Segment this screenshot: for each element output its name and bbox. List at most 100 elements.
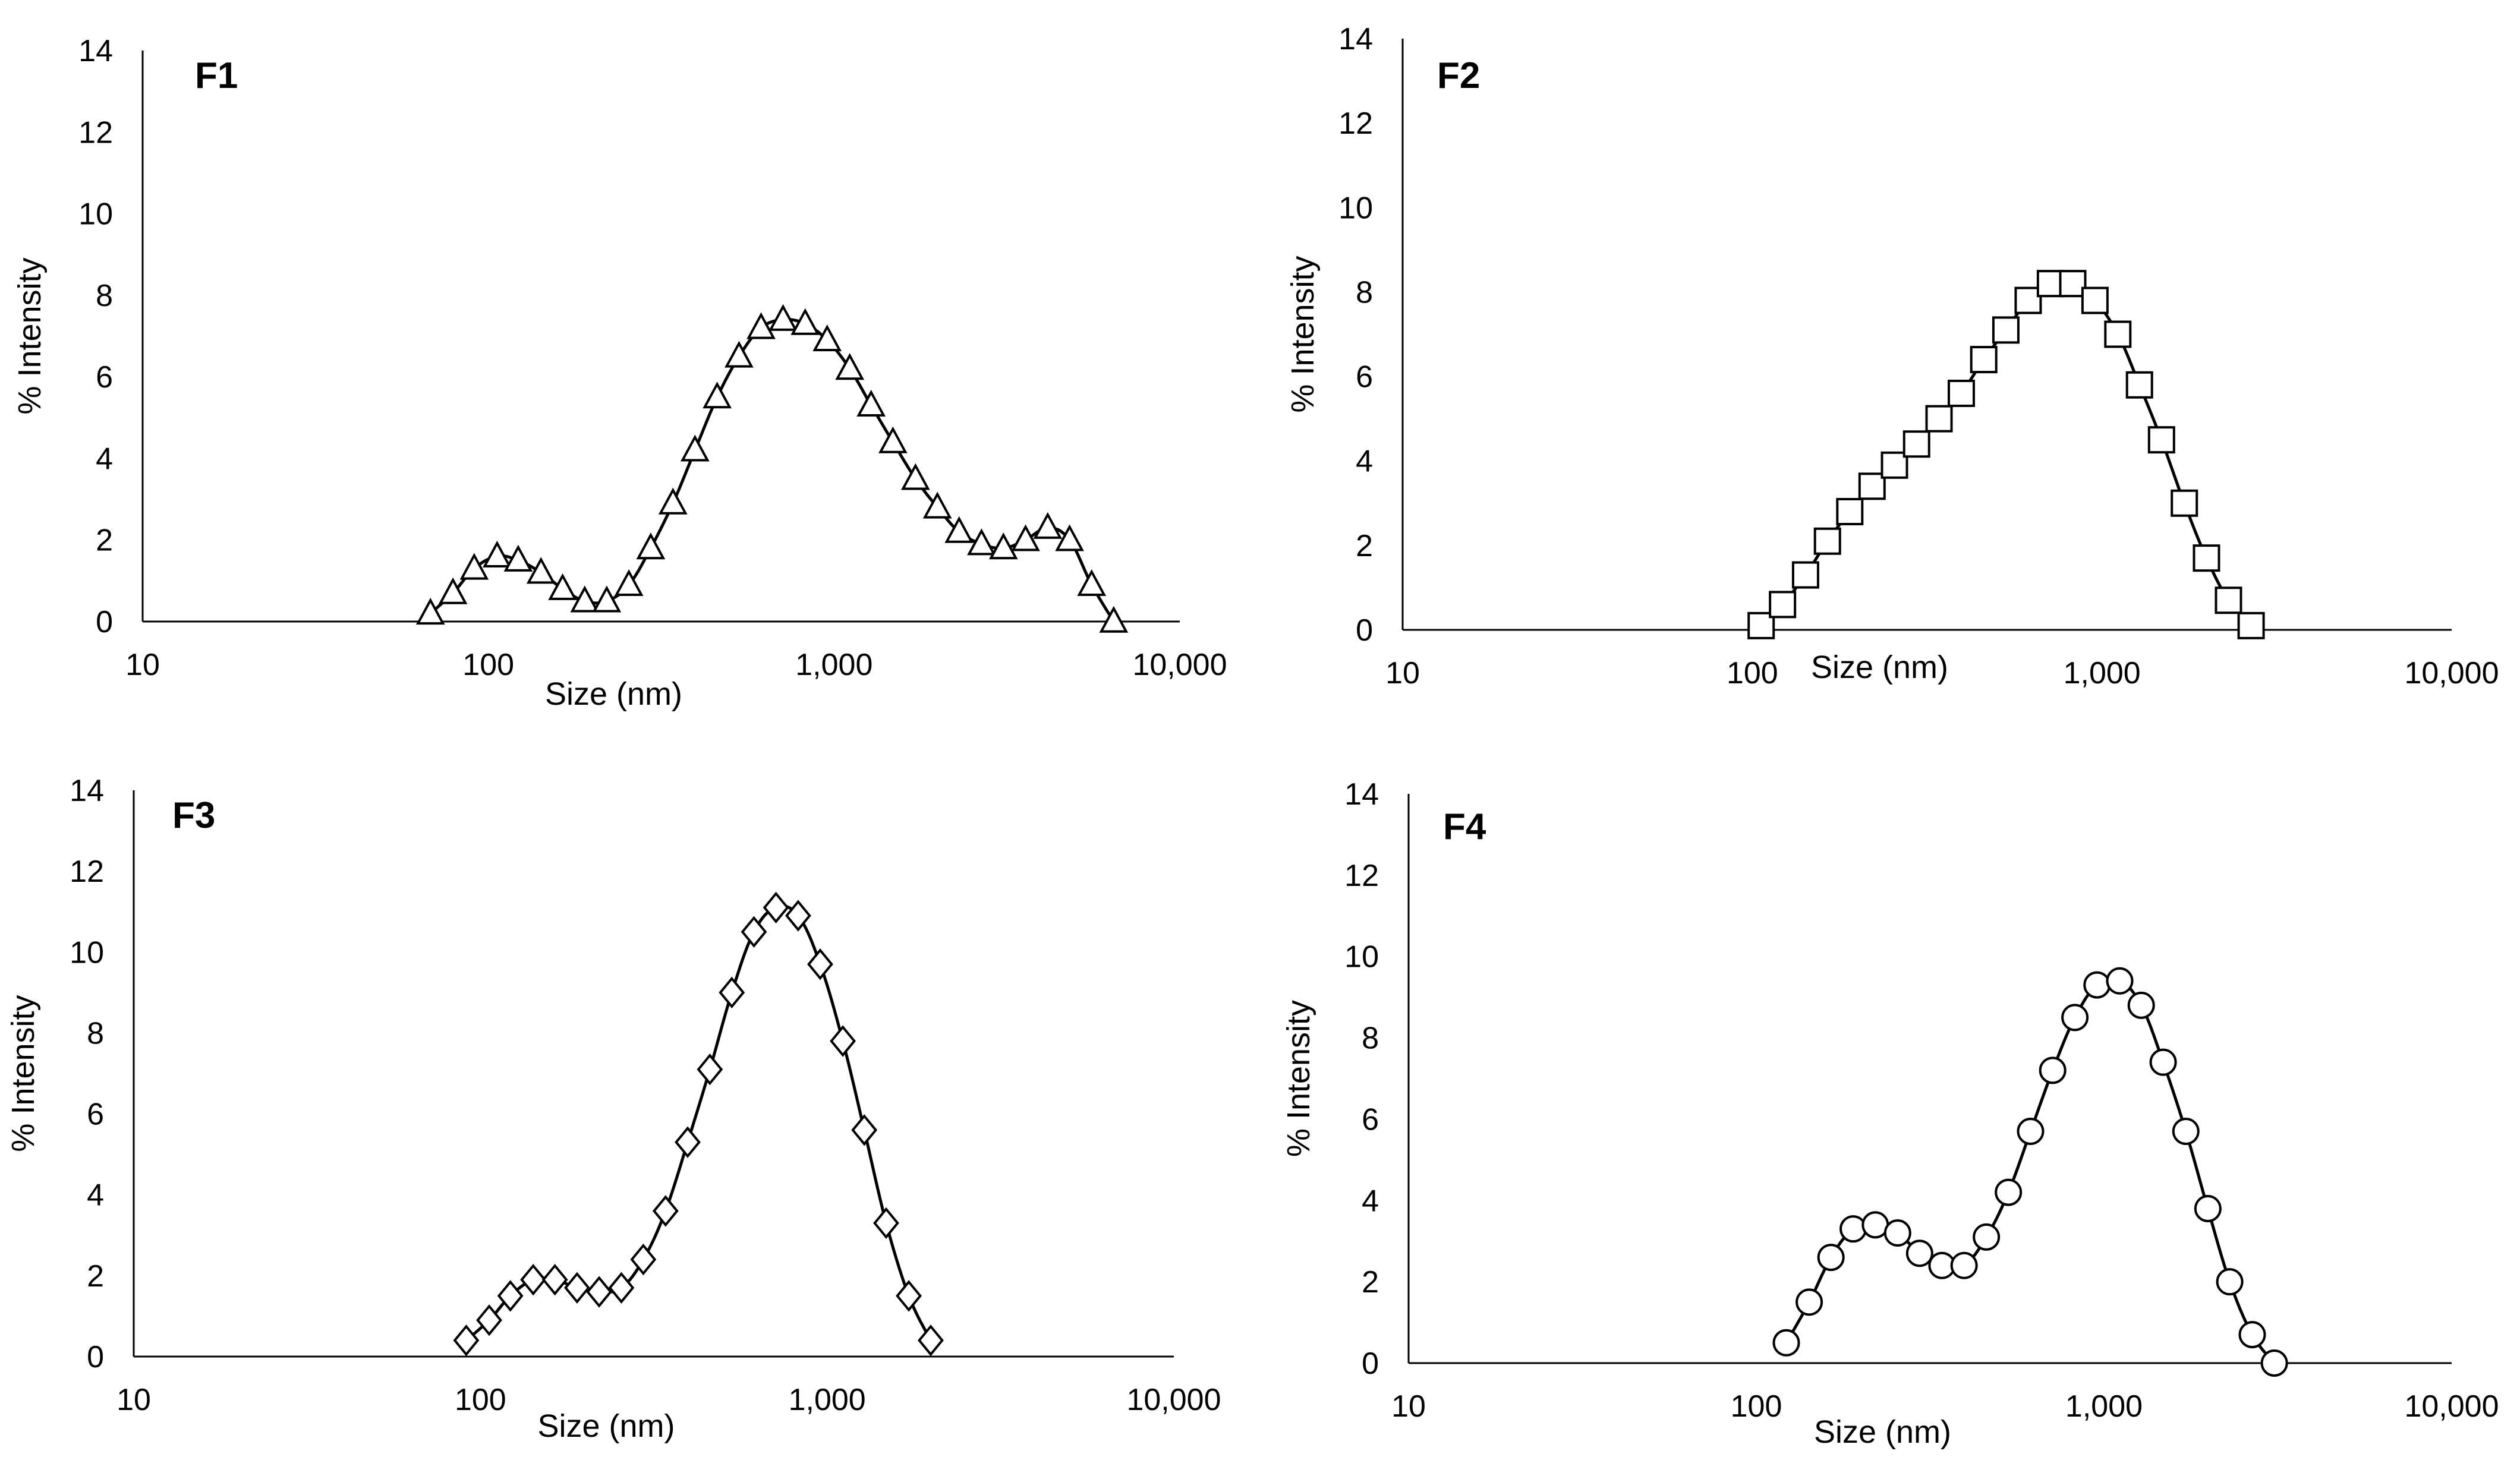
data-point-square: [2171, 489, 2198, 517]
data-point-circle: [2149, 1048, 2177, 1076]
data-point-triangle: [438, 577, 468, 604]
data-point-circle: [1973, 1223, 2001, 1251]
data-point-triangle: [483, 540, 512, 567]
data-point-diamond: [453, 1324, 480, 1357]
data-point-square: [2215, 586, 2242, 614]
y-tick-label: 6: [96, 360, 113, 395]
data-point-triangle: [900, 463, 930, 490]
data-point-circle: [2127, 991, 2155, 1019]
data-point-square: [2036, 270, 2064, 298]
y-tick-label: 14: [1344, 777, 1379, 812]
data-point-circle: [2260, 1349, 2288, 1377]
y-axis-title: % Intensity: [1281, 1000, 1316, 1157]
data-point-triangle: [878, 426, 908, 453]
data-point-circle: [2194, 1194, 2222, 1222]
panel-label: F3: [172, 795, 215, 836]
data-point-square: [1992, 316, 2020, 344]
data-point-circle: [2216, 1268, 2244, 1296]
data-point-square: [1858, 472, 1886, 500]
y-tick-label: 2: [1362, 1265, 1379, 1300]
data-point-diamond: [896, 1280, 922, 1312]
data-point-square: [2237, 611, 2265, 639]
y-tick-label: 4: [87, 1178, 104, 1213]
data-point-triangle: [812, 324, 842, 352]
data-point-circle: [2106, 967, 2134, 995]
y-tick-label: 0: [87, 1340, 104, 1374]
data-point-triangle: [1077, 569, 1107, 597]
x-tick-label: 1,000: [2064, 656, 2141, 690]
data-point-triangle: [636, 532, 666, 560]
chart-panel-f4: 0 2 4 6 8 10 12 14 10 100 1,000 10,000 Size (nm) % In…: [1281, 777, 2499, 1450]
data-point-square: [1902, 430, 1930, 458]
data-point-diamond: [497, 1280, 524, 1312]
data-point-diamond: [476, 1304, 503, 1336]
y-tick-label: 4: [96, 441, 113, 476]
y-tick-label: 8: [87, 1016, 104, 1051]
x-tick-label: 10: [1385, 656, 1420, 690]
data-point-triangle: [856, 389, 886, 417]
data-point-circle: [2172, 1117, 2200, 1145]
x-axis-title: Size (nm): [1814, 1414, 1951, 1450]
y-tick-label: 0: [1356, 613, 1373, 648]
data-point-diamond: [741, 916, 767, 948]
data-point-triangle: [526, 557, 556, 584]
y-tick-label: 2: [1356, 529, 1373, 563]
y-tick-label: 0: [1362, 1346, 1379, 1381]
x-tick-label: 1,000: [789, 1383, 866, 1417]
data-point-square: [1791, 561, 1819, 589]
data-point-square: [2059, 270, 2087, 298]
data-point-square: [2125, 371, 2153, 399]
y-tick-label: 6: [1356, 360, 1373, 395]
x-tick-label: 100: [1727, 656, 1778, 690]
data-point-square: [1925, 405, 1953, 433]
data-point-diamond: [719, 976, 745, 1009]
data-point-circle: [1796, 1288, 1823, 1316]
chart-panel-f1: 0 2 4 6 8 10 12 14 10 100 1,000 10,000 Size (nm) % In…: [12, 34, 1227, 712]
data-point-triangle: [658, 487, 688, 515]
data-point-diamond: [630, 1243, 657, 1276]
data-point-circle: [1839, 1215, 1867, 1243]
data-point-circle: [1905, 1240, 1933, 1267]
data-point-diamond: [851, 1114, 878, 1146]
data-point-square: [1970, 346, 1998, 374]
data-point-diamond: [564, 1272, 590, 1304]
y-tick-label: 8: [1362, 1021, 1379, 1056]
data-point-triangle: [614, 569, 644, 597]
data-point-triangle: [967, 528, 996, 556]
chart-panel-f3: 0 2 4 6 8 10 12 14 10 100 1,000 10,000 Size (nm) % In…: [5, 774, 1221, 1444]
x-axis-title: Size (nm): [545, 676, 682, 712]
panel-label: F2: [1437, 55, 1480, 96]
y-tick-label: 0: [96, 605, 113, 639]
panel-label: F1: [195, 55, 238, 96]
y-tick-label: 14: [78, 34, 113, 68]
data-point-square: [2081, 286, 2109, 314]
data-point-circle: [1995, 1178, 2023, 1206]
y-tick-label: 2: [87, 1259, 104, 1294]
y-tick-label: 8: [1356, 275, 1373, 310]
data-point-diamond: [873, 1207, 899, 1240]
x-tick-label: 10,000: [2404, 1389, 2499, 1424]
data-point-triangle: [1011, 524, 1040, 551]
data-point-square: [2104, 320, 2132, 348]
data-point-square: [1947, 380, 1975, 407]
x-axis-title: Size (nm): [1811, 649, 1948, 685]
data-point-circle: [2017, 1117, 2045, 1145]
data-point-square: [1769, 591, 1797, 619]
x-tick-label: 100: [455, 1383, 506, 1417]
data-point-square: [1836, 498, 1864, 525]
y-tick-label: 4: [1356, 444, 1373, 479]
data-point-triangle: [835, 353, 865, 380]
data-point-diamond: [652, 1195, 679, 1227]
y-tick-label: 2: [96, 523, 113, 558]
x-tick-label: 10,000: [2404, 656, 2499, 690]
data-point-diamond: [697, 1054, 723, 1086]
data-point-square: [1747, 611, 1775, 639]
data-point-diamond: [608, 1272, 635, 1304]
x-tick-label: 10: [125, 648, 160, 682]
y-tick-label: 12: [1344, 859, 1379, 893]
data-point-circle: [1950, 1251, 1978, 1279]
data-point-triangle: [680, 434, 710, 462]
y-axis-title: % Intensity: [1285, 256, 1321, 412]
x-tick-label: 100: [1731, 1389, 1782, 1424]
data-point-triangle: [768, 304, 798, 331]
